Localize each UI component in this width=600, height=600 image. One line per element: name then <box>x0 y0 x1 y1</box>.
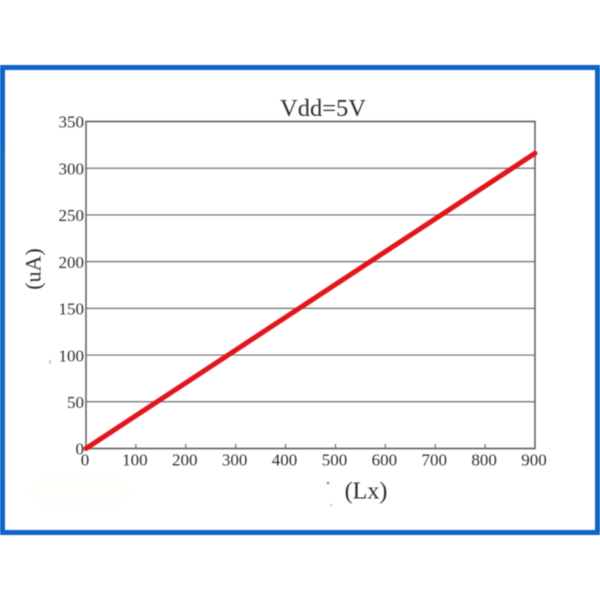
x-tick-label-100: 100 <box>122 451 148 470</box>
smudge-artifact-0 <box>326 481 330 485</box>
x-tick-label-800: 800 <box>471 451 497 470</box>
x-axis-label: (Lx) <box>345 479 388 505</box>
y-tick-label-150: 150 <box>59 300 85 319</box>
y-tick-label-0: 0 <box>76 440 85 459</box>
y-tick-label-50: 50 <box>67 393 84 412</box>
y-tick-label-250: 250 <box>59 206 85 225</box>
smudge-artifact-2 <box>49 359 51 365</box>
x-tick-label-300: 300 <box>222 451 248 470</box>
x-tick-label-500: 500 <box>322 451 348 470</box>
y-axis-label: (uA) <box>21 248 46 290</box>
x-tick-label-0: 0 <box>81 451 90 470</box>
plot-border <box>85 120 536 450</box>
data-line-photocurrent-vs-illuminance <box>83 150 538 451</box>
x-tick-label-600: 600 <box>372 451 398 470</box>
y-tick-label-100: 100 <box>59 346 85 365</box>
chart-title: Vdd=5V <box>280 95 366 122</box>
x-tick-label-200: 200 <box>172 451 198 470</box>
smudge-artifact-1 <box>329 503 333 507</box>
image-border-frame <box>0 64 600 535</box>
y-tick-label-300: 300 <box>59 159 85 178</box>
y-tick-label-350: 350 <box>59 113 85 132</box>
x-tick-label-700: 700 <box>421 451 447 470</box>
y-tick-label-200: 200 <box>59 253 85 272</box>
x-tick-label-900: 900 <box>521 451 547 470</box>
x-tick-label-400: 400 <box>272 451 298 470</box>
